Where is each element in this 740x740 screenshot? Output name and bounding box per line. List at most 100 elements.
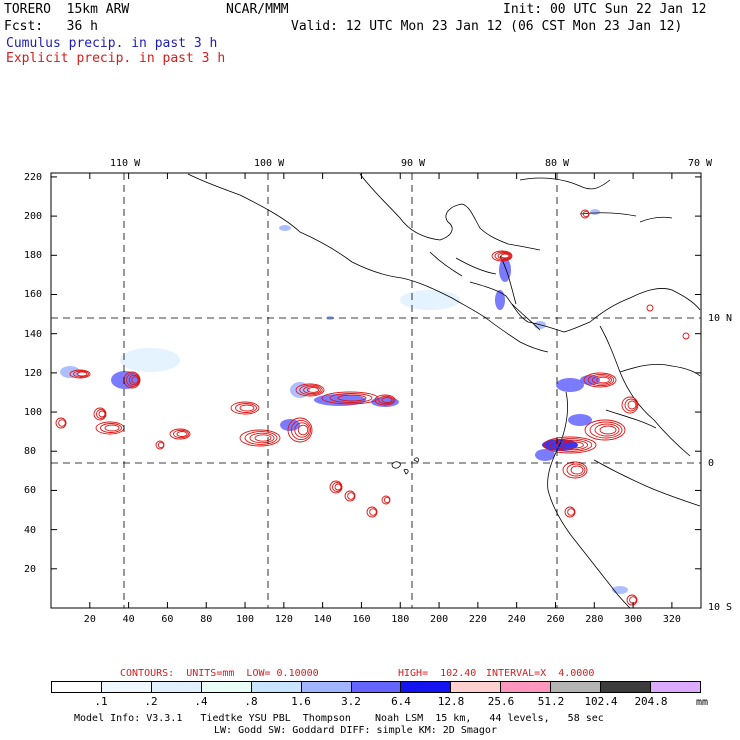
- legend-swatch: [551, 682, 602, 692]
- legend-swatch: [351, 682, 402, 692]
- y-tick-label: 180: [24, 250, 43, 262]
- precip-contour: [303, 385, 321, 395]
- axis-ticks: [51, 173, 701, 608]
- legend-level: 25.6: [487, 695, 515, 708]
- precip-contour: [374, 394, 396, 406]
- precip-contour: [591, 375, 613, 385]
- precip-contour: [337, 394, 367, 402]
- y-tick-label: 220: [24, 171, 43, 183]
- precip-contour: [682, 332, 690, 340]
- precip-contour: [235, 403, 257, 413]
- precip-contour: [157, 441, 165, 449]
- cumulus-precip-shading: [60, 209, 628, 594]
- field-label-explicit: Explicit precip. in past 3 h: [6, 51, 226, 66]
- precip-contour: [294, 422, 310, 438]
- y-tick-label: 20: [24, 563, 37, 575]
- precip-contour: [290, 419, 312, 441]
- precip-contour: [69, 369, 91, 379]
- precip-contour: [321, 391, 379, 405]
- legend-level: 1.6: [291, 695, 311, 708]
- legend-level: 102.4: [584, 695, 618, 708]
- precip-contour: [329, 480, 343, 494]
- precip-shade: [495, 290, 505, 310]
- legend-swatch: [401, 682, 452, 692]
- precip-contour: [173, 429, 189, 439]
- precip-contour: [621, 396, 639, 414]
- precip-shade: [400, 290, 460, 310]
- precip-contour: [366, 506, 378, 518]
- y-tick-label: 140: [24, 328, 43, 340]
- x-tick-label: 180: [391, 614, 410, 625]
- legend-swatch: [651, 682, 700, 692]
- precip-contour: [239, 429, 281, 447]
- y-tick-label: 120: [24, 367, 43, 379]
- model-name: TORERO 15km ARW: [4, 2, 130, 17]
- precip-contour: [587, 373, 615, 387]
- precip-contour: [626, 594, 638, 606]
- legend-swatch: [151, 682, 202, 692]
- lon-label-80w: 80 W: [545, 158, 570, 169]
- legend-level: 51.2: [537, 695, 565, 708]
- precip-contour: [239, 404, 255, 412]
- precip-contour: [543, 436, 597, 454]
- x-tick-label: 240: [507, 614, 526, 625]
- precip-contour: [594, 423, 620, 437]
- model-info: Model Info: V3.3.1 Tiedtke YSU PBL Thomp…: [74, 713, 604, 724]
- x-tick-label: 320: [662, 614, 681, 625]
- precip-contour: [596, 376, 610, 384]
- precip-contour: [126, 373, 140, 387]
- precip-contour: [329, 393, 373, 403]
- precip-contour: [249, 432, 275, 444]
- precip-contour: [383, 496, 391, 504]
- legend-swatch: [52, 682, 102, 692]
- precip-contour: [93, 407, 107, 421]
- lat-label-0: 0: [708, 458, 715, 469]
- precip-shade: [279, 225, 291, 231]
- precip-contour: [128, 374, 140, 386]
- precip-contour: [497, 252, 511, 260]
- precip-contour: [230, 401, 260, 415]
- color-legend: [51, 681, 701, 693]
- y-tick-label: 60: [24, 485, 37, 497]
- precip-shade: [590, 209, 600, 215]
- precip-contour: [555, 439, 589, 451]
- contour-high: HIGH= 102.40: [398, 668, 477, 679]
- x-tick-label: 140: [313, 614, 332, 625]
- legend-swatch: [251, 682, 302, 692]
- x-tick-label: 160: [352, 614, 371, 625]
- precip-contour: [297, 424, 309, 436]
- forecast-hour: Fcst: 36 h: [4, 19, 98, 34]
- legend-level: .2: [144, 695, 158, 708]
- x-tick-label: 120: [274, 614, 293, 625]
- y-tick-label: 160: [24, 289, 43, 301]
- x-tick-label: 280: [585, 614, 604, 625]
- y-tick-label: 200: [24, 211, 43, 223]
- precip-contour: [76, 371, 88, 377]
- x-tick-label: 220: [468, 614, 487, 625]
- precip-contour: [58, 419, 66, 427]
- precip-contour: [104, 424, 120, 432]
- precip-contour: [570, 465, 584, 475]
- precip-contour: [369, 508, 377, 516]
- lon-label-90w: 90 W: [401, 158, 426, 169]
- lat-label-10s: 10 S: [708, 602, 733, 613]
- legend-level: 204.8: [634, 695, 668, 708]
- x-tick-label: 60: [161, 614, 174, 625]
- precip-contour: [299, 384, 323, 396]
- lat-label-10n: 10 N: [708, 313, 733, 324]
- precip-contour: [646, 304, 654, 312]
- x-tick-label: 100: [236, 614, 255, 625]
- precip-shade: [568, 414, 592, 426]
- explicit-precip-contours: [55, 209, 690, 606]
- precip-contour: [347, 492, 355, 500]
- precip-contour: [494, 251, 512, 261]
- x-tick-label: 80: [200, 614, 213, 625]
- legend-level: .8: [244, 695, 258, 708]
- organization: NCAR/MMM: [226, 2, 289, 17]
- x-tick-label: 300: [624, 614, 643, 625]
- legend-swatch: [501, 682, 552, 692]
- x-tick-label: 260: [546, 614, 565, 625]
- precip-contour: [584, 419, 626, 441]
- precip-contour: [627, 400, 637, 410]
- precip-contour: [500, 253, 510, 259]
